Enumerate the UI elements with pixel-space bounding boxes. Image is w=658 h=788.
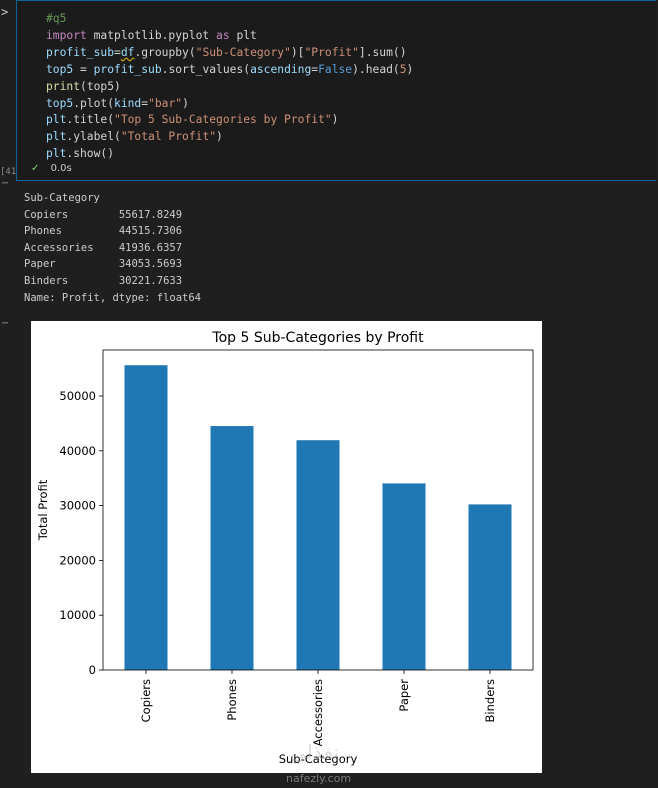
code-token: .title( <box>66 113 115 127</box>
code-token: profit_sub <box>93 62 162 76</box>
x-tick-label: Accessories <box>311 679 325 746</box>
code-token: "Sub-Category" <box>195 45 291 59</box>
cell-gutter: > [41] <box>0 0 22 182</box>
code-token: "bar" <box>148 96 183 110</box>
collapse-chevron-icon[interactable]: > <box>1 5 9 19</box>
code-line[interactable]: #q5 <box>46 11 66 27</box>
code-token: .ylabel( <box>66 130 121 144</box>
code-token: ) <box>331 113 339 127</box>
x-tick-label: Binders <box>483 679 497 722</box>
x-tick-label: Paper <box>397 679 411 712</box>
bar-phones <box>210 426 254 670</box>
code-token: ].sum() <box>358 45 407 59</box>
code-token: ) <box>182 96 189 110</box>
code-token: top5 <box>46 96 74 110</box>
plot-output-marker-icon[interactable]: ⋯ <box>2 318 9 329</box>
code-token: = <box>73 62 94 76</box>
code-token: ) <box>216 130 223 144</box>
x-tick-label: Copiers <box>139 679 153 722</box>
y-tick-label: 0 <box>89 663 96 677</box>
y-tick-label: 20000 <box>59 553 96 567</box>
code-token: ascending <box>250 62 312 76</box>
bar-accessories <box>296 440 340 670</box>
code-token: plt <box>46 130 67 144</box>
y-axis-label: Total Profit <box>36 479 50 541</box>
code-line[interactable]: plt.title("Top 5 Sub-Categories by Profi… <box>46 112 338 128</box>
cell-status: ✓ 0.0s <box>31 161 72 177</box>
code-token: print <box>46 79 81 93</box>
code-token: df <box>120 45 135 59</box>
watermark-text: nafezly.com <box>286 772 352 785</box>
output-line: Name: Profit, dtype: float64 <box>24 291 202 304</box>
code-token: #q5 <box>46 12 67 25</box>
code-token: plt <box>46 147 67 161</box>
code-token: plt <box>229 28 257 42</box>
success-check-icon: ✓ <box>31 163 40 174</box>
output-line: Binders 30221.7633 <box>24 274 183 287</box>
code-token: .sort_values( <box>161 62 251 76</box>
plot-frame <box>102 349 534 671</box>
code-token: kind <box>114 96 142 110</box>
code-token: = <box>114 45 121 59</box>
output-line: Phones 44515.7306 <box>24 225 183 238</box>
bar-chart-svg: Copiers Phones Accessories Paper Binders 0 100… <box>36 330 534 766</box>
output-marker-icon[interactable]: ⋯ <box>2 178 9 189</box>
code-line[interactable]: plt.ylabel("Total Profit") <box>46 129 223 145</box>
execution-count: [41] <box>0 167 22 177</box>
code-cell[interactable]: ✓ 0.0s #q5 import matplotlib.pyplot as pl… <box>16 0 656 181</box>
code-token: .plot( <box>73 96 115 110</box>
bar-copiers <box>124 365 168 670</box>
code-line[interactable]: print(top5) <box>46 79 121 95</box>
bar-chart: Copiers Phones Accessories Paper Binders 0 100… <box>31 321 542 773</box>
output-line: Sub-Category <box>24 192 100 204</box>
code-token: plt <box>46 113 67 127</box>
code-line[interactable]: plt.show() <box>46 146 114 162</box>
watermark-logo: نفذلي <box>290 740 339 764</box>
code-line[interactable]: top5 = profit_sub.sort_values(ascending=… <box>46 62 413 78</box>
execution-time: 0.0s <box>50 163 72 174</box>
code-token: "Profit" <box>304 45 359 59</box>
code-token: as <box>216 28 230 42</box>
output-line: Copiers 55617.8249 <box>24 208 183 221</box>
x-tick-label: Phones <box>225 679 239 721</box>
y-tick-label: 40000 <box>59 444 96 458</box>
y-tick-label: 30000 <box>59 499 96 513</box>
code-token: .show() <box>66 147 115 161</box>
code-token: = <box>311 62 319 76</box>
code-token: "Total Profit" <box>120 130 217 144</box>
code-token: .groupby( <box>134 45 196 59</box>
code-token: import <box>46 28 87 42</box>
code-token: profit_sub <box>46 45 115 59</box>
bar-paper <box>382 483 426 670</box>
code-token: "Top 5 Sub-Categories by Profit" <box>114 113 332 127</box>
print-output: Sub-Category Copiers 55617.8249 Phones 445… <box>24 190 201 306</box>
bar-binders <box>468 504 512 670</box>
y-tick-label: 50000 <box>59 389 96 403</box>
output-line: Paper 34053.5693 <box>24 258 183 271</box>
code-line[interactable]: profit_sub=df.groupby("Sub-Category")["P… <box>46 45 407 61</box>
code-line[interactable]: top5.plot(kind="bar") <box>46 96 189 112</box>
code-token: top5 <box>46 62 74 76</box>
code-token: ) <box>406 62 414 76</box>
code-token: 5 <box>399 62 407 76</box>
x-axis-label: Sub-Category <box>279 752 358 766</box>
code-line[interactable]: import matplotlib.pyplot as plt <box>46 28 257 44</box>
code-token: matplotlib.pyplot <box>86 28 217 42</box>
code-token: )[ <box>290 45 305 59</box>
code-token: (top5) <box>80 79 121 93</box>
output-line: Accessories 41936.6357 <box>24 241 183 254</box>
code-token: False <box>318 62 353 76</box>
chart-title: Top 5 Sub-Categories by Profit <box>211 330 424 346</box>
code-token: = <box>141 96 149 110</box>
code-token: ).head( <box>352 62 400 76</box>
y-tick-label: 10000 <box>59 608 96 622</box>
